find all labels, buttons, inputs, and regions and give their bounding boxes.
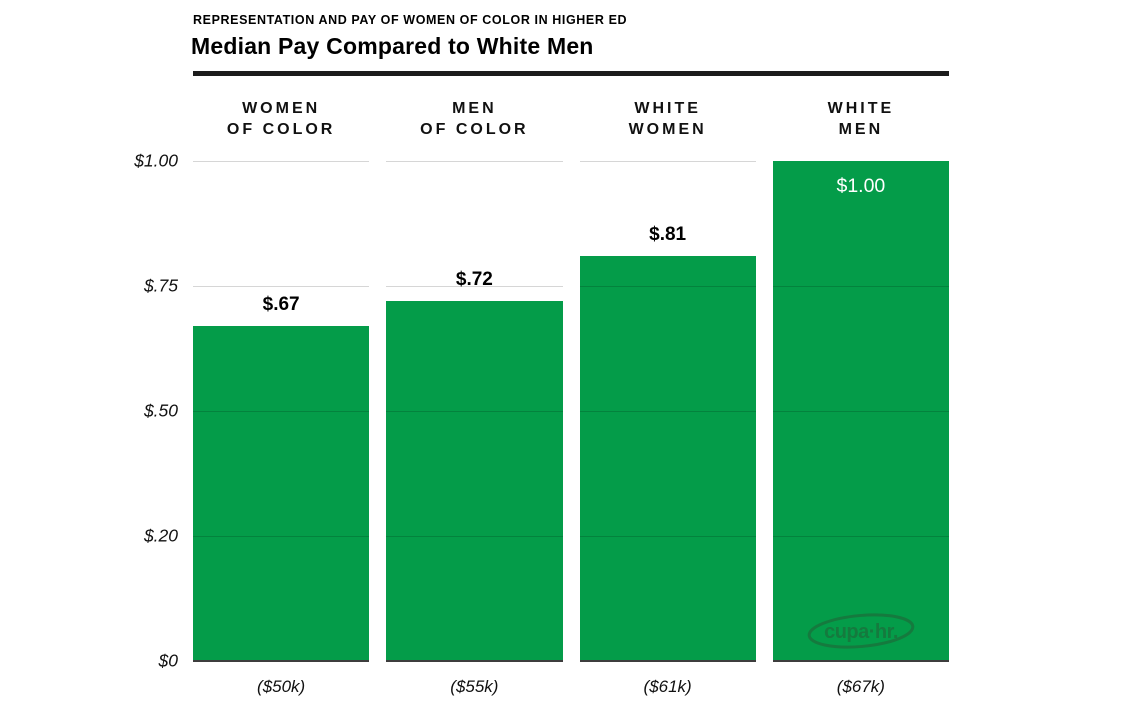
baseline	[579, 660, 756, 662]
y-axis-tick-label: $.20	[143, 525, 178, 546]
gridline	[386, 161, 563, 162]
y-axis-tick-label: $.50	[143, 400, 178, 421]
category-header-white-men: WHITE MEN	[773, 98, 949, 140]
category-header-white-women: WHITE WOMEN	[580, 98, 756, 140]
chart-kicker: REPRESENTATION AND PAY OF WOMEN OF COLOR…	[193, 13, 628, 27]
gridline	[579, 161, 756, 162]
category-header-line: WHITE	[827, 100, 895, 117]
category-header-row: WOMEN OF COLOR MEN OF COLOR WHITE WOMEN …	[193, 98, 949, 140]
salary-label: ($55k)	[450, 677, 499, 696]
gridline	[579, 536, 756, 537]
category-header-men-of-color: MEN OF COLOR	[386, 98, 562, 140]
salary-label: ($61k)	[643, 677, 692, 696]
chart-title: Median Pay Compared to White Men	[191, 33, 594, 59]
plot-area: $.67 $.72 $.81	[193, 161, 949, 662]
category-header-line: MEN	[838, 121, 884, 138]
bar-column-white-women: $.81	[579, 161, 756, 662]
gridline	[772, 286, 949, 287]
y-axis-tick-label: $1.00	[134, 150, 178, 171]
category-header-line: WHITE	[634, 100, 701, 117]
category-header-line: MEN	[452, 100, 497, 117]
category-header-line: OF COLOR	[226, 121, 336, 138]
bar-men-of-color	[386, 301, 563, 661]
bar-value-label: $.72	[455, 269, 493, 290]
gridline	[386, 411, 563, 412]
bar-white-men: cupa·hr.	[772, 161, 949, 661]
gridline	[193, 411, 370, 412]
cupa-hr-logo: cupa·hr.	[807, 613, 915, 649]
baseline	[386, 660, 563, 662]
gridline	[386, 536, 563, 537]
gridline	[772, 411, 949, 412]
y-axis-tick-label: $.75	[143, 275, 178, 296]
bar-women-of-color	[193, 326, 370, 661]
bar-value-label: $.67	[262, 294, 300, 315]
bar-column-white-men: cupa·hr. $1.00	[772, 161, 949, 662]
category-header-women-of-color: WOMEN OF COLOR	[193, 98, 369, 140]
gridline	[772, 536, 949, 537]
gridline	[193, 286, 370, 287]
gridline	[193, 161, 370, 162]
bar-column-men-of-color: $.72	[386, 161, 563, 662]
bar-white-women	[579, 256, 756, 661]
category-header-line: WOMEN	[242, 100, 321, 117]
bar-value-label: $1.00	[836, 175, 886, 197]
bar-value-label: $.81	[649, 224, 687, 245]
gridline	[386, 286, 563, 287]
gridline	[579, 286, 756, 287]
cupa-hr-logo-text: cupa·hr.	[824, 621, 898, 643]
category-header-line: OF COLOR	[420, 121, 529, 138]
gridline	[579, 411, 756, 412]
y-axis: $1.00 $.75 $.50 $.20 $0	[40, 151, 178, 671]
baseline	[772, 660, 949, 662]
y-axis-tick-label: $0	[158, 650, 178, 671]
salary-label-row: ($50k) ($55k) ($61k) ($67k)	[193, 677, 949, 697]
salary-label: ($50k)	[257, 677, 306, 696]
baseline	[193, 660, 370, 662]
bar-column-women-of-color: $.67	[193, 161, 370, 662]
salary-label: ($67k)	[836, 677, 885, 696]
gridline	[193, 536, 370, 537]
title-divider-rule	[193, 71, 949, 76]
category-header-line: WOMEN	[628, 121, 707, 138]
